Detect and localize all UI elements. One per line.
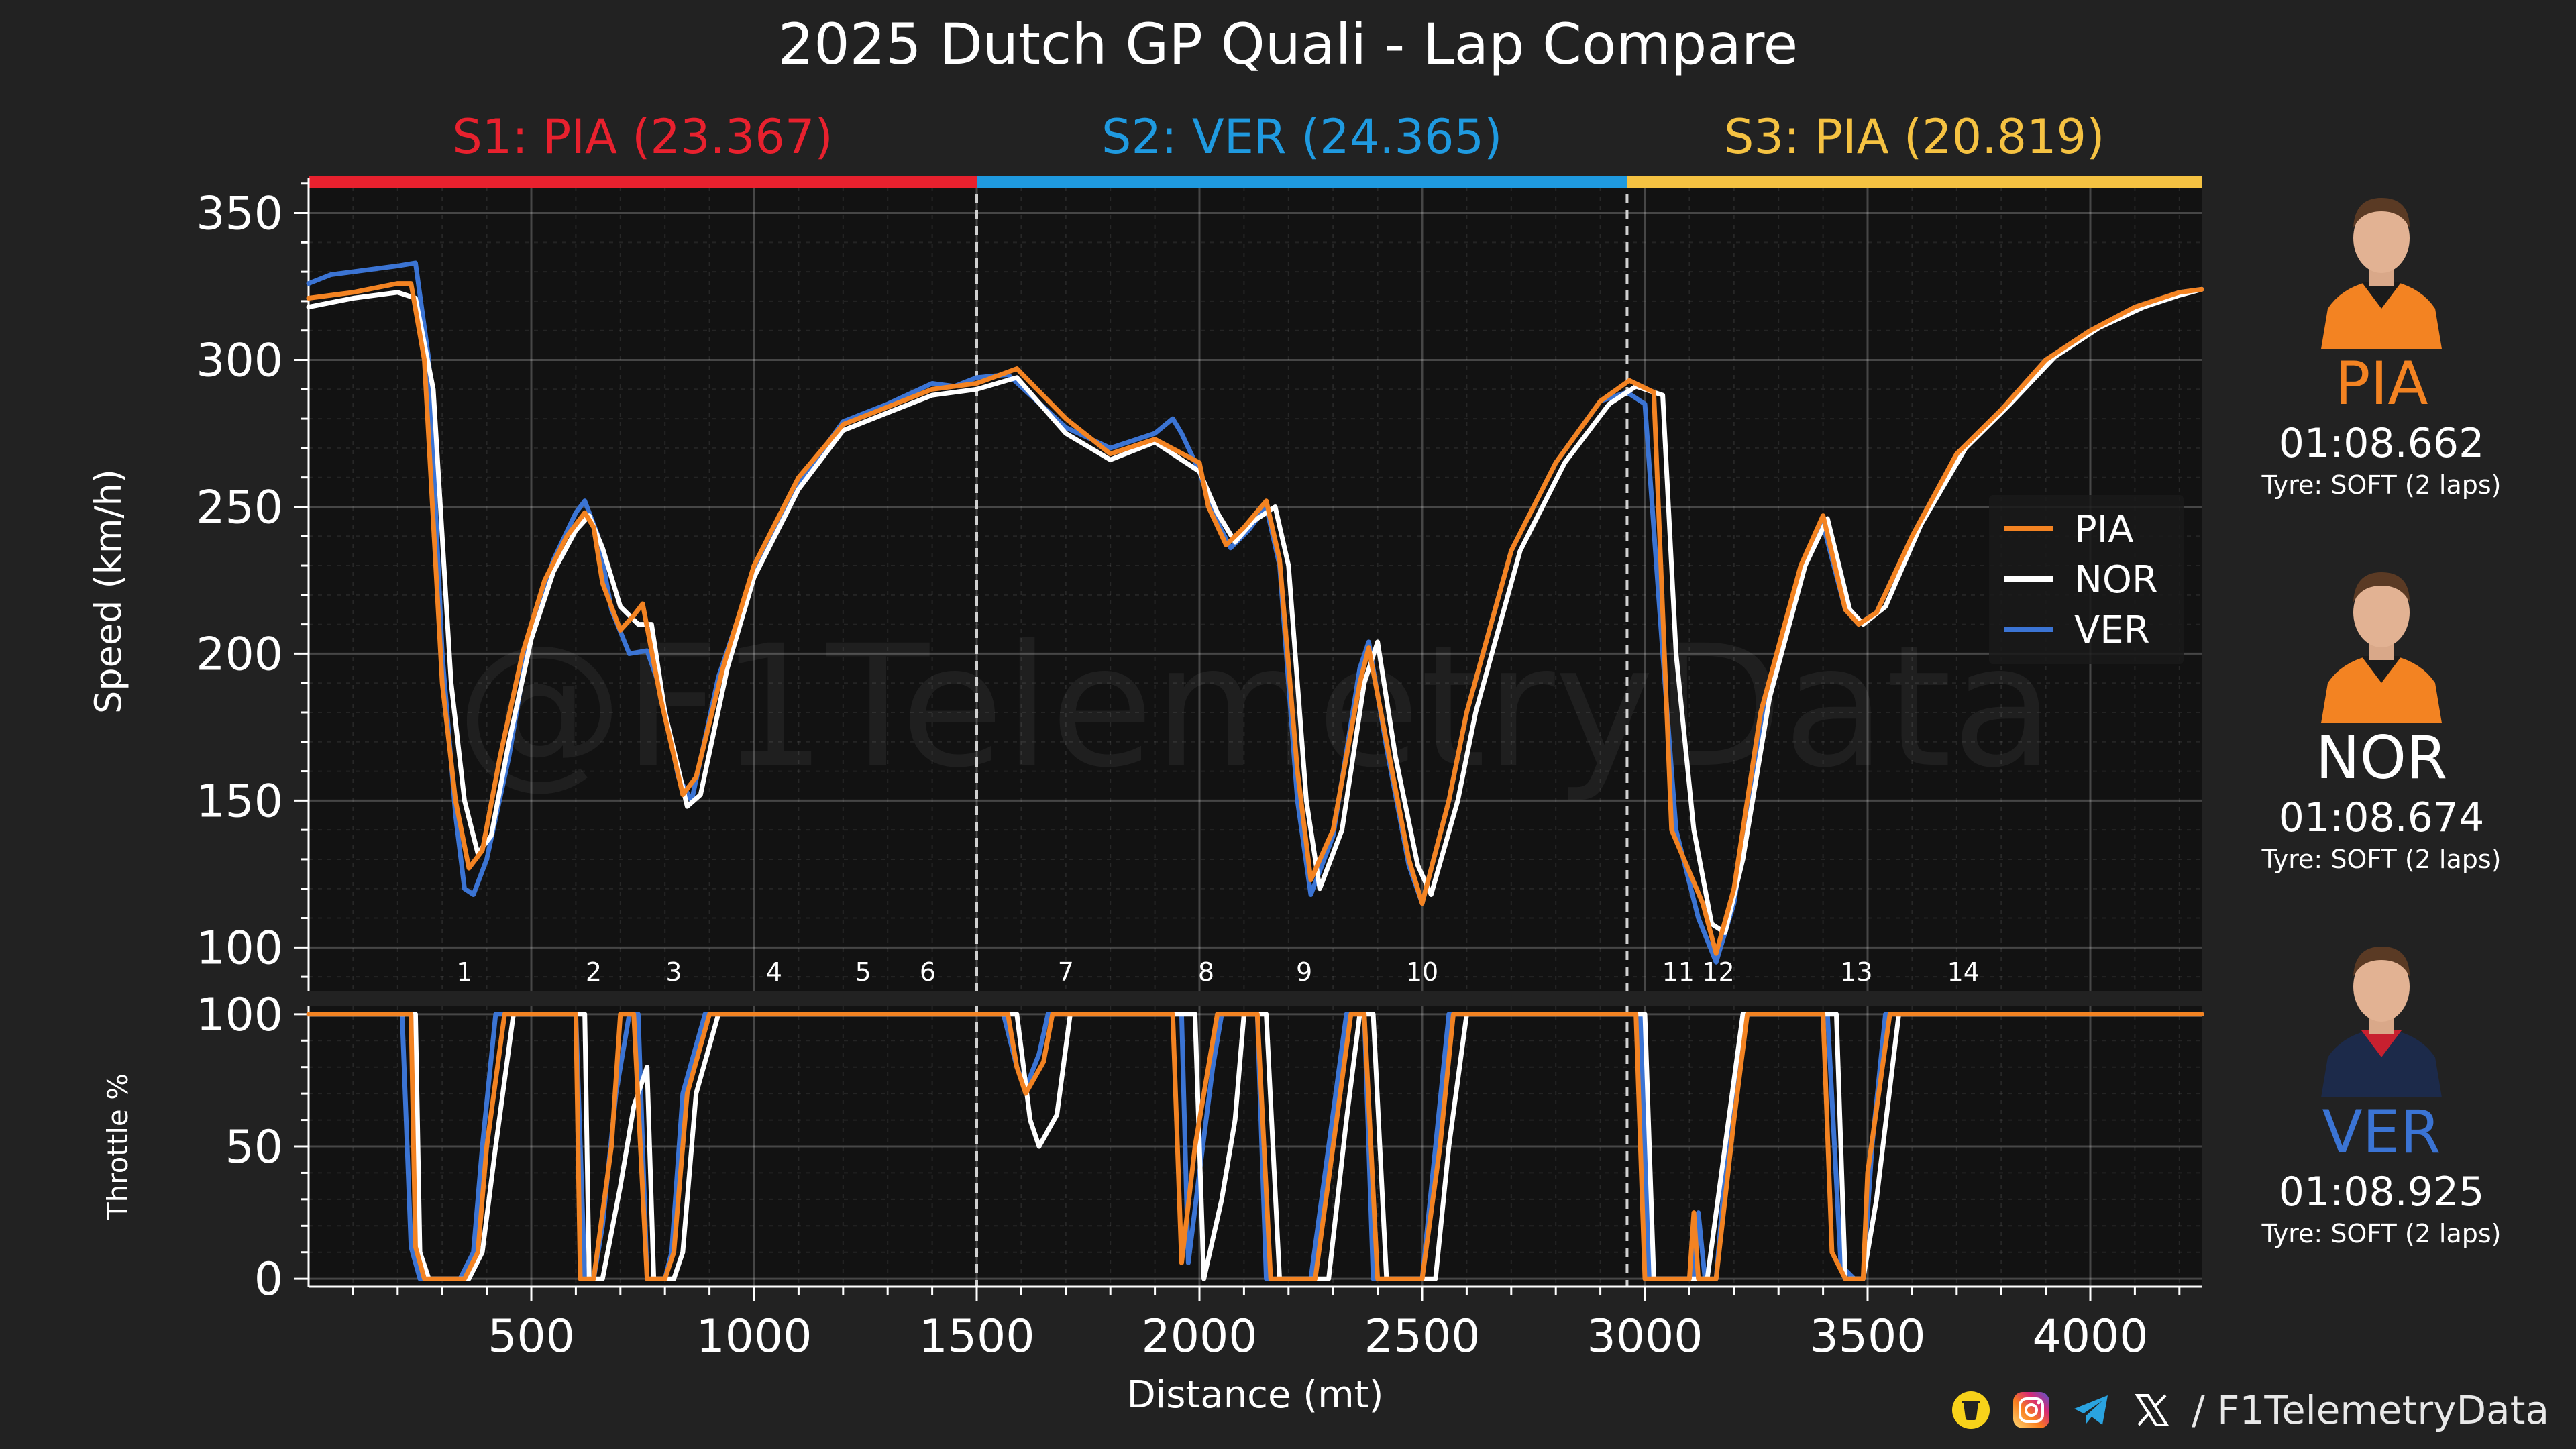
telegram-icon[interactable] <box>2071 1389 2112 1431</box>
speed-tick-label: 150 <box>196 775 283 828</box>
sector-bar-s3 <box>1627 176 2202 188</box>
throttle-tick-label: 0 <box>254 1253 283 1306</box>
driver-lap-time: 01:08.925 <box>2278 1169 2485 1216</box>
sector-bar-s1 <box>309 176 977 188</box>
x-tick-label: 1000 <box>696 1310 812 1363</box>
series-lines <box>306 260 2204 1281</box>
coffee-icon[interactable] <box>1950 1389 1992 1431</box>
corner-label: 14 <box>1947 957 1980 987</box>
corner-label: 9 <box>1296 957 1312 987</box>
corner-label: 1 <box>456 957 472 987</box>
driver-portrait-icon <box>2314 923 2449 1097</box>
sector-bar-s2 <box>977 176 1627 188</box>
corner-label: 6 <box>920 957 936 987</box>
corner-label: 4 <box>766 957 782 987</box>
corner-label: 5 <box>855 957 871 987</box>
chart-title: 2025 Dutch GP Quali - Lap Compare <box>778 11 1798 77</box>
x-tick-label: 4000 <box>2032 1310 2148 1363</box>
driver-lap-time: 01:08.662 <box>2278 420 2485 467</box>
axes <box>294 178 2202 1301</box>
sector-label-s3: S3: PIA (20.819) <box>1724 109 2104 164</box>
driver-card-ver: VER 01:08.925 Tyre: SOFT (2 laps) <box>2241 923 2522 1249</box>
legend-label-nor: NOR <box>2074 558 2158 602</box>
x-tick-label: 500 <box>488 1310 575 1363</box>
throttle-axis-label: Throttle % <box>101 1073 134 1220</box>
corner-label: 2 <box>586 957 602 987</box>
legend-box <box>1989 495 2184 664</box>
sector-label-s2: S2: VER (24.365) <box>1102 109 1502 164</box>
speed-line-nor <box>306 286 2204 935</box>
speed-axis-label: Speed (km/h) <box>87 469 129 714</box>
driver-code: VER <box>2322 1097 2441 1167</box>
speed-tick-label: 350 <box>196 188 283 241</box>
driver-lap-time: 01:08.674 <box>2278 794 2485 841</box>
x-tick-label: 3000 <box>1587 1310 1703 1363</box>
watermark-text: @F1TelemetryData <box>455 609 2054 804</box>
legend-label-pia: PIA <box>2074 508 2134 551</box>
driver-tyre: Tyre: SOFT (2 laps) <box>2261 845 2502 874</box>
corner-label: 8 <box>1198 957 1214 987</box>
driver-portrait-icon <box>2314 549 2449 723</box>
throttle-tick-label: 100 <box>196 989 283 1042</box>
corner-label: 13 <box>1840 957 1872 987</box>
speed-tick-label: 300 <box>196 335 283 388</box>
x-tick-label: 2500 <box>1364 1310 1480 1363</box>
footer-handle: / F1TelemetryData <box>2192 1387 2549 1433</box>
corner-label: 10 <box>1406 957 1438 987</box>
driver-tyre: Tyre: SOFT (2 laps) <box>2261 470 2502 500</box>
driver-tyre: Tyre: SOFT (2 laps) <box>2261 1219 2502 1248</box>
driver-portrait-icon <box>2314 174 2449 349</box>
legend: PIA NOR VER <box>1989 495 2184 664</box>
instagram-icon[interactable] <box>2010 1389 2052 1431</box>
sector-label-s1: S1: PIA (23.367) <box>452 109 833 164</box>
corner-label: 11 <box>1662 957 1695 987</box>
x-tick-label: 2000 <box>1141 1310 1257 1363</box>
driver-code: NOR <box>2315 723 2448 792</box>
throttle-tick-label: 50 <box>225 1121 283 1174</box>
speed-tick-label: 200 <box>196 628 283 681</box>
throttle-line-pia <box>306 1012 2204 1281</box>
speed-tick-label: 250 <box>196 481 283 534</box>
x-tick-label: 1500 <box>918 1310 1034 1363</box>
social-footer: / F1TelemetryData <box>1950 1383 2549 1437</box>
driver-card-pia: PIA 01:08.662 Tyre: SOFT (2 laps) <box>2241 174 2522 500</box>
x-tick-label: 3500 <box>1809 1310 1925 1363</box>
legend-label-ver: VER <box>2074 608 2150 652</box>
speed-panel-bg <box>309 178 2202 991</box>
corner-label: 3 <box>665 957 682 987</box>
speed-tick-label: 100 <box>196 922 283 975</box>
speed-line-pia <box>306 281 2204 956</box>
driver-code: PIA <box>2334 349 2428 418</box>
x-icon[interactable] <box>2131 1389 2173 1431</box>
x-axis-label: Distance (mt) <box>1127 1373 1384 1417</box>
driver-card-nor: NOR 01:08.674 Tyre: SOFT (2 laps) <box>2241 549 2522 875</box>
corner-label: 7 <box>1058 957 1074 987</box>
